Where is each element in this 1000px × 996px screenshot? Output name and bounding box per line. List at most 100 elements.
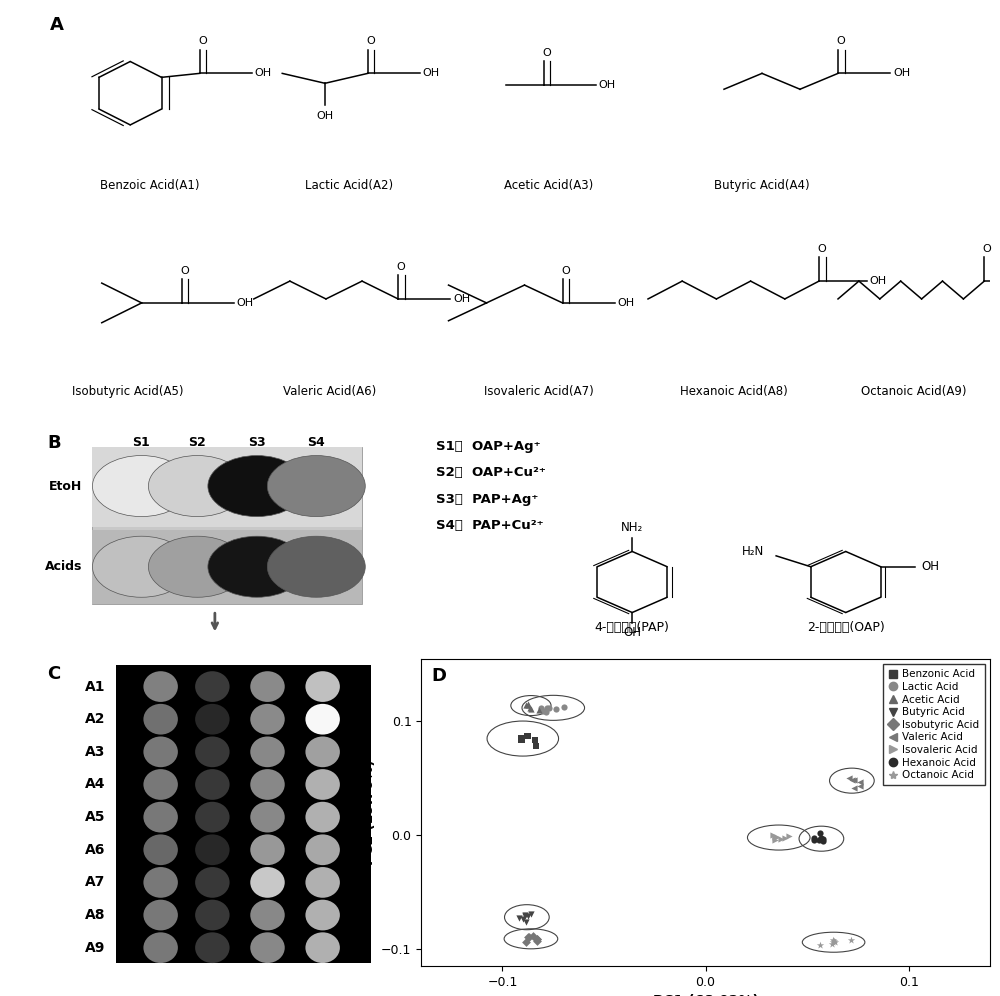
Circle shape: [267, 536, 365, 598]
Text: OH: OH: [893, 69, 910, 79]
Circle shape: [195, 899, 230, 930]
Point: [806, 832, 822, 848]
Point: [513, 730, 529, 746]
Point: [767, 830, 783, 846]
Point: [812, 937, 828, 953]
Text: S4: S4: [307, 436, 325, 449]
Circle shape: [143, 932, 178, 963]
Circle shape: [250, 899, 285, 930]
FancyBboxPatch shape: [92, 447, 362, 528]
Text: C: C: [47, 665, 60, 683]
Text: Isovaleric Acid(A7): Isovaleric Acid(A7): [484, 385, 594, 398]
Text: S1：  OAP+Ag⁺: S1： OAP+Ag⁺: [436, 440, 541, 453]
Text: A2: A2: [85, 712, 105, 726]
Circle shape: [250, 736, 285, 767]
Circle shape: [305, 769, 340, 800]
Text: A6: A6: [85, 843, 105, 857]
Text: A9: A9: [85, 940, 105, 955]
Circle shape: [250, 769, 285, 800]
Text: OH: OH: [618, 298, 635, 308]
Circle shape: [250, 671, 285, 702]
Point: [767, 832, 783, 848]
Point: [843, 932, 859, 948]
Point: [825, 931, 841, 947]
Point: [520, 697, 536, 713]
Circle shape: [267, 455, 365, 517]
Text: O: O: [983, 244, 992, 254]
Text: EtoH: EtoH: [49, 479, 82, 493]
Point: [846, 780, 862, 796]
Text: OH: OH: [237, 298, 254, 308]
Text: B: B: [47, 433, 61, 452]
Text: OH: OH: [316, 111, 334, 122]
Point: [769, 829, 785, 845]
Circle shape: [143, 868, 178, 897]
Text: S3：  PAP+Ag⁺: S3： PAP+Ag⁺: [436, 493, 538, 506]
Circle shape: [208, 455, 306, 517]
Text: S2：  OAP+Cu²⁺: S2： OAP+Cu²⁺: [436, 466, 546, 479]
Point: [541, 699, 557, 715]
Point: [531, 702, 547, 718]
Text: A1: A1: [85, 679, 105, 693]
Point: [765, 827, 781, 843]
Bar: [116, 665, 371, 963]
Circle shape: [195, 671, 230, 702]
Circle shape: [143, 736, 178, 767]
Circle shape: [195, 802, 230, 833]
Circle shape: [250, 868, 285, 897]
Point: [520, 696, 536, 712]
Circle shape: [305, 704, 340, 735]
Text: Isobutyric Acid(A5): Isobutyric Acid(A5): [72, 385, 183, 398]
Text: S3: S3: [248, 436, 266, 449]
Point: [812, 826, 828, 842]
Point: [539, 699, 555, 715]
Circle shape: [250, 802, 285, 833]
Circle shape: [92, 536, 190, 598]
Text: O: O: [198, 36, 207, 46]
Circle shape: [143, 802, 178, 833]
Text: S4：  PAP+Cu²⁺: S4： PAP+Cu²⁺: [436, 519, 544, 532]
Circle shape: [305, 736, 340, 767]
Circle shape: [195, 868, 230, 897]
Text: Benzoic Acid(A1): Benzoic Acid(A1): [100, 179, 199, 192]
Circle shape: [250, 704, 285, 735]
Point: [527, 732, 543, 748]
Text: OH: OH: [869, 276, 886, 286]
Text: Acids: Acids: [45, 560, 82, 574]
Point: [529, 931, 545, 947]
Circle shape: [92, 455, 190, 517]
FancyBboxPatch shape: [92, 447, 362, 604]
X-axis label: PC1 (68.02%): PC1 (68.02%): [653, 994, 759, 996]
Text: A7: A7: [85, 875, 105, 889]
Text: OH: OH: [423, 69, 440, 79]
Text: 2-氨基苯酚(OAP): 2-氨基苯酚(OAP): [807, 622, 885, 634]
Circle shape: [195, 736, 230, 767]
Point: [520, 908, 536, 924]
Text: H₂N: H₂N: [742, 545, 765, 558]
Point: [825, 934, 841, 950]
Point: [844, 773, 860, 789]
Text: D: D: [431, 667, 446, 685]
Point: [513, 732, 529, 748]
FancyBboxPatch shape: [92, 530, 362, 604]
Circle shape: [305, 932, 340, 963]
Point: [815, 833, 831, 849]
Circle shape: [195, 704, 230, 735]
Circle shape: [143, 671, 178, 702]
Circle shape: [250, 932, 285, 963]
Text: OH: OH: [599, 81, 616, 91]
Y-axis label: PC2 (19.76%): PC2 (19.76%): [362, 760, 376, 866]
Point: [514, 732, 530, 748]
Text: O: O: [180, 266, 189, 276]
Point: [522, 700, 538, 716]
Point: [824, 936, 840, 952]
Point: [826, 932, 842, 948]
Text: O: O: [542, 48, 551, 58]
Circle shape: [143, 769, 178, 800]
Text: Valeric Acid(A6): Valeric Acid(A6): [283, 385, 376, 398]
Text: O: O: [397, 262, 405, 272]
Point: [773, 831, 789, 847]
Point: [525, 927, 541, 943]
Point: [521, 929, 537, 945]
Point: [520, 928, 536, 944]
